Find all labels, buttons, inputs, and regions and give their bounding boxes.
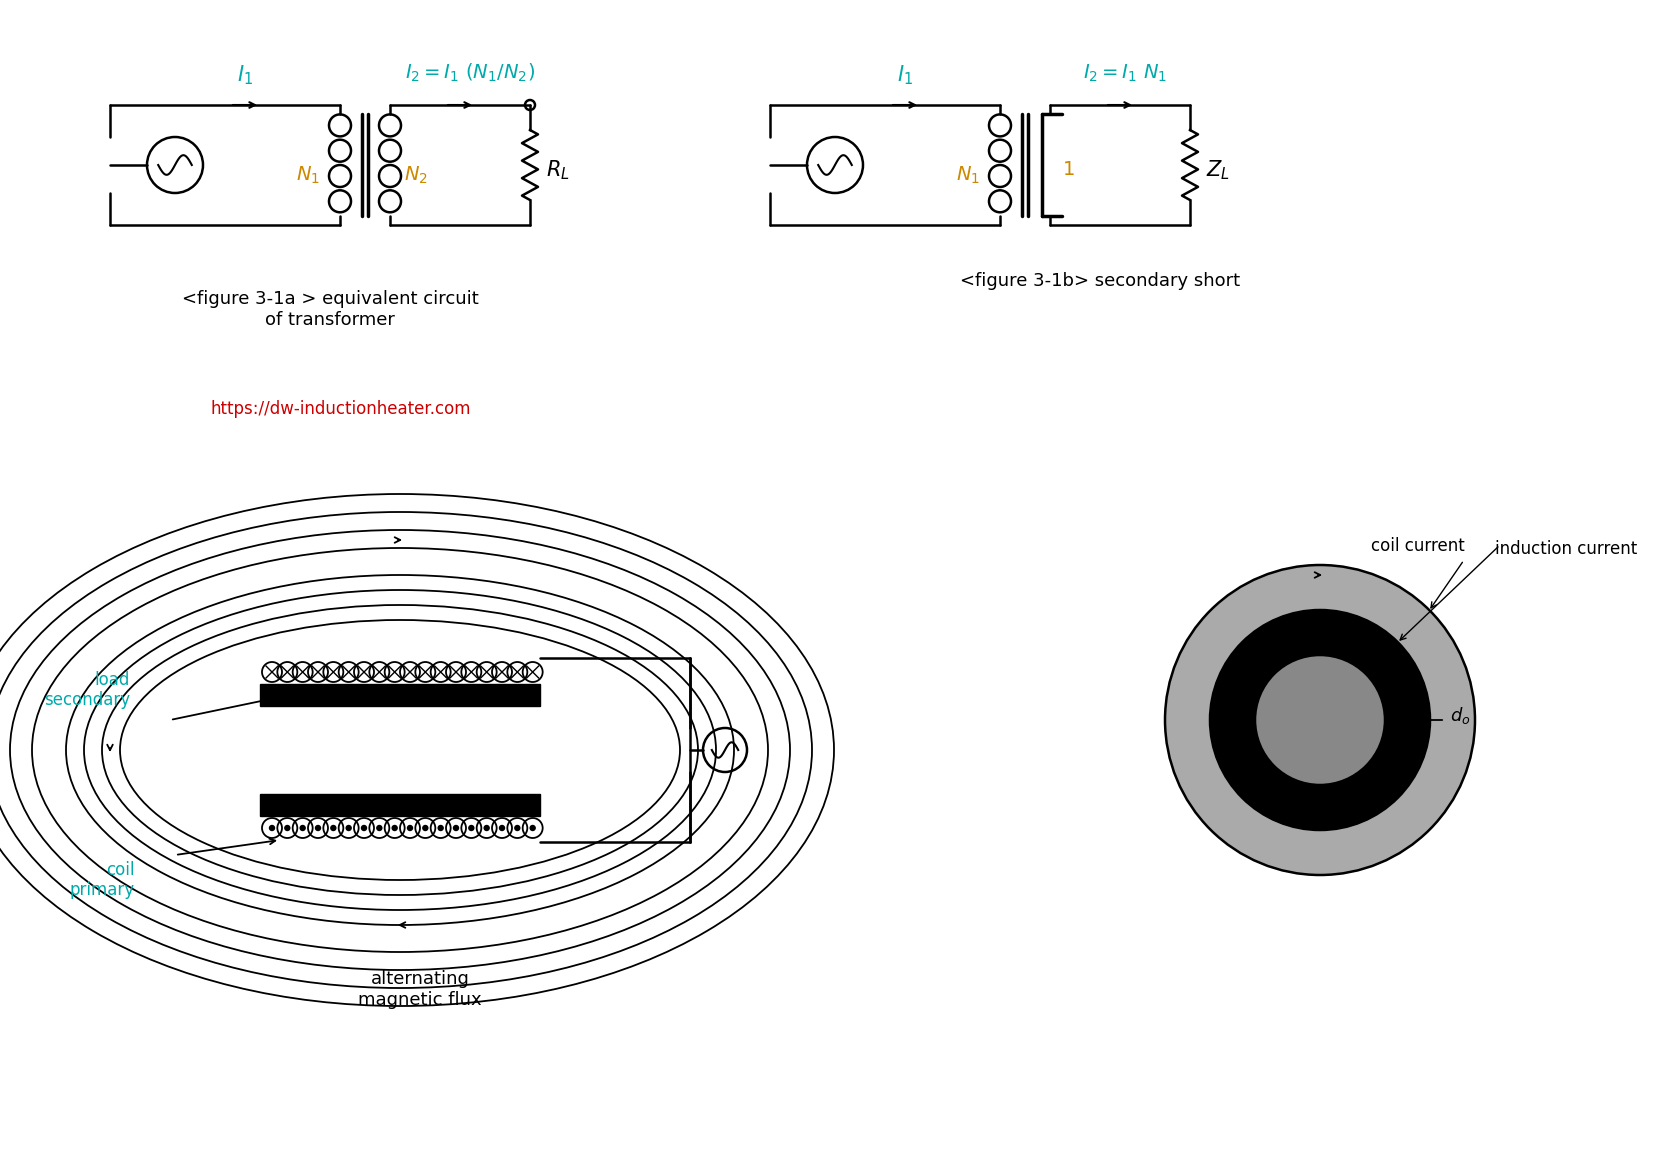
Ellipse shape xyxy=(1210,610,1430,830)
Circle shape xyxy=(331,825,336,831)
Circle shape xyxy=(301,825,306,831)
Bar xyxy=(260,794,541,816)
Text: $d_o$: $d_o$ xyxy=(1450,704,1471,726)
Text: $I_2=I_1\ (N_1/N_2)$: $I_2=I_1\ (N_1/N_2)$ xyxy=(405,62,536,84)
Circle shape xyxy=(362,825,367,831)
Ellipse shape xyxy=(1255,655,1385,785)
Ellipse shape xyxy=(1165,565,1474,875)
Text: $N_1$: $N_1$ xyxy=(955,164,980,186)
Circle shape xyxy=(345,825,350,831)
Circle shape xyxy=(423,825,428,831)
Text: induction current: induction current xyxy=(1494,540,1636,559)
Circle shape xyxy=(438,825,443,831)
Text: $1$: $1$ xyxy=(1061,162,1074,179)
Text: $R_L$: $R_L$ xyxy=(545,158,570,182)
Text: $I_1$: $I_1$ xyxy=(236,63,253,87)
Text: coil current: coil current xyxy=(1372,537,1465,555)
Text: <figure 3-1b> secondary short: <figure 3-1b> secondary short xyxy=(960,272,1240,290)
Text: <figure 3-1a > equivalent circuit
of transformer: <figure 3-1a > equivalent circuit of tra… xyxy=(182,290,478,329)
Circle shape xyxy=(408,825,413,831)
Text: $I_2=I_1\ N_1$: $I_2=I_1\ N_1$ xyxy=(1083,62,1167,83)
Text: $N_2$: $N_2$ xyxy=(403,164,428,186)
Text: https://dw-inductionheater.com: https://dw-inductionheater.com xyxy=(210,400,471,418)
Circle shape xyxy=(316,825,321,831)
Text: load
secondary: load secondary xyxy=(45,670,131,710)
Text: $Z_L$: $Z_L$ xyxy=(1207,158,1230,182)
Bar xyxy=(260,684,541,706)
Circle shape xyxy=(469,825,474,831)
Circle shape xyxy=(377,825,382,831)
Text: alternating
magnetic flux: alternating magnetic flux xyxy=(359,971,481,1009)
Circle shape xyxy=(484,825,489,831)
Text: $I_1$: $I_1$ xyxy=(898,63,912,87)
Text: coil
primary: coil primary xyxy=(69,861,136,899)
Circle shape xyxy=(453,825,458,831)
Circle shape xyxy=(514,825,519,831)
Circle shape xyxy=(499,825,504,831)
Circle shape xyxy=(269,825,274,831)
Circle shape xyxy=(392,825,397,831)
Circle shape xyxy=(284,825,289,831)
Circle shape xyxy=(531,825,536,831)
Text: $N_1$: $N_1$ xyxy=(296,164,321,186)
